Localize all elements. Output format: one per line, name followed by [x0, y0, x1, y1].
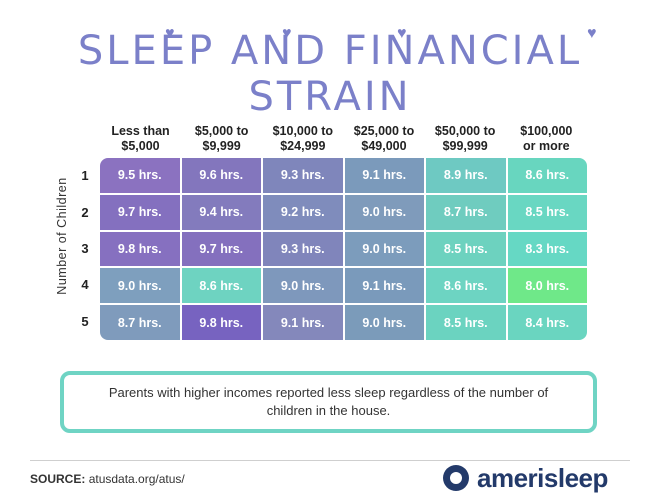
row-label: 3 — [81, 241, 89, 256]
heatmap-cell: 9.0 hrs. — [344, 194, 424, 230]
column-header: $25,000 to $49,000 — [353, 124, 415, 153]
amerisleep-logo-icon — [443, 465, 469, 491]
heatmap-cell: 9.0 hrs. — [344, 231, 424, 267]
brand-logo: amerisleep — [443, 463, 608, 493]
heatmap-cell: 8.4 hrs. — [507, 305, 587, 340]
heatmap-cell: 9.8 hrs. — [100, 231, 180, 267]
heatmap-cell: 9.2 hrs. — [263, 194, 343, 230]
column-header: $100,000 or more — [520, 124, 573, 153]
heatmap-cell: 8.5 hrs. — [426, 305, 506, 340]
row-label: 5 — [81, 313, 89, 329]
heatmap-cell: 8.6 hrs. — [507, 158, 587, 193]
heatmap-cell: 9.7 hrs. — [181, 231, 261, 267]
column-header: $10,000 to $24,999 — [272, 124, 334, 153]
brand-name: amerisleep — [477, 462, 608, 493]
heart-icon: ♥ — [165, 25, 175, 42]
heatmap-cell: 9.5 hrs. — [100, 158, 180, 193]
heatmap-cell: 9.6 hrs. — [181, 158, 261, 193]
heatmap-cell: 8.7 hrs. — [426, 194, 506, 230]
column-header: $50,000 to $99,999 — [434, 124, 496, 153]
heatmap-cell: 9.1 hrs. — [263, 305, 343, 340]
row-label: 4 — [81, 277, 89, 293]
row-label: 2 — [81, 204, 89, 220]
heatmap-cell: 8.3 hrs. — [507, 231, 587, 267]
heatmap-cell: 9.1 hrs. — [344, 268, 424, 304]
note-box: Parents with higher incomes reported les… — [60, 371, 597, 433]
heatmap-grid: 9.5 hrs. 9.6 hrs. 9.3 hrs. 9.1 hrs. 8.9 hrs.… — [100, 158, 587, 340]
heatmap-cell: 9.0 hrs. — [263, 268, 343, 304]
heatmap-cell: 9.0 hrs. — [100, 268, 180, 304]
chart-title: Sleep and Financial Strain — [77, 28, 583, 120]
heatmap-cell: 8.7 hrs. — [100, 305, 180, 340]
heatmap-cell: 8.6 hrs. — [181, 268, 261, 304]
heatmap-cell: 9.8 hrs. — [181, 305, 261, 340]
y-axis-label: Number of Children — [55, 177, 69, 295]
note-text: Parents with higher incomes reported les… — [108, 385, 549, 418]
column-header: Less than $5,000 — [111, 124, 170, 153]
heatmap-cell: 8.6 hrs. — [426, 268, 506, 304]
heatmap-cell: 9.3 hrs. — [263, 158, 343, 193]
source-text: atusdata.org/atus/ — [88, 472, 185, 486]
heart-icon: ♥ — [282, 25, 292, 42]
footer-divider — [30, 460, 630, 461]
column-header: $5,000 to $9,999 — [194, 124, 249, 153]
heatmap-cell: 8.5 hrs. — [507, 194, 587, 230]
row-label: 1 — [81, 168, 89, 184]
source-line: SOURCE: atusdata.org/atus/ — [30, 472, 185, 486]
heatmap-cell: 8.5 hrs. — [426, 231, 506, 267]
heatmap-cell: 9.0 hrs. — [344, 305, 424, 340]
heatmap-cell: 9.4 hrs. — [181, 194, 261, 230]
heatmap-cell: 8.0 hrs. — [507, 268, 587, 304]
source-label: SOURCE: — [30, 472, 86, 486]
heatmap-cell: 9.3 hrs. — [263, 231, 343, 267]
heart-icon: ♥ — [587, 25, 597, 42]
heart-icon: ♥ — [397, 25, 407, 42]
heatmap-cell: 9.7 hrs. — [100, 194, 180, 230]
heatmap-cell: 8.9 hrs. — [426, 158, 506, 193]
heatmap-cell: 9.1 hrs. — [344, 158, 424, 193]
